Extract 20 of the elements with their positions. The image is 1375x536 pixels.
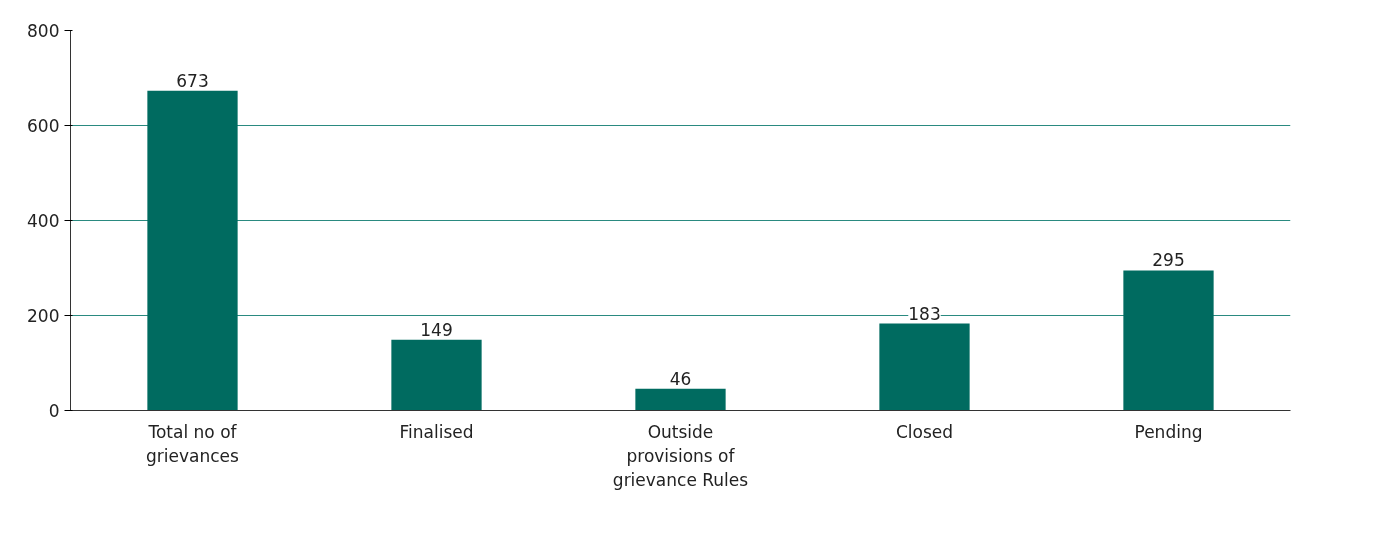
y-tick-label: 400: [27, 211, 60, 231]
y-tick-label: 600: [27, 116, 60, 136]
y-tick-label: 800: [27, 21, 60, 41]
bar: [391, 339, 482, 411]
x-tick-label: Finalised: [399, 421, 474, 442]
data-label: 183: [908, 303, 941, 324]
data-label: 295: [1152, 250, 1185, 271]
x-tick-label: Total no of grievances: [146, 421, 240, 466]
data-label: 673: [176, 70, 209, 91]
x-tick-label: Outside provisions of grievance Rules: [612, 421, 749, 490]
bar: [879, 323, 970, 411]
bar: [635, 388, 726, 411]
x-tick-label: Closed: [895, 421, 954, 442]
data-label: 149: [420, 319, 453, 340]
bar: [147, 90, 238, 411]
y-tick-label: 200: [27, 306, 60, 326]
x-tick-label: Pending: [1134, 421, 1203, 442]
y-tick-label: 0: [48, 401, 60, 421]
bar: [1123, 270, 1214, 411]
data-label: 46: [669, 368, 692, 389]
